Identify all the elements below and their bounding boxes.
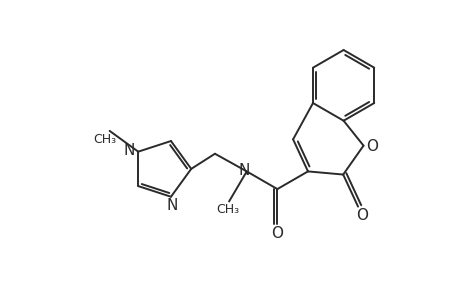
Text: N: N <box>123 143 134 158</box>
Text: N: N <box>238 163 249 178</box>
Text: CH₃: CH₃ <box>93 134 116 146</box>
Text: O: O <box>366 139 378 154</box>
Text: O: O <box>271 226 283 241</box>
Text: O: O <box>355 208 367 224</box>
Text: CH₃: CH₃ <box>216 203 239 216</box>
Text: N: N <box>166 198 177 213</box>
